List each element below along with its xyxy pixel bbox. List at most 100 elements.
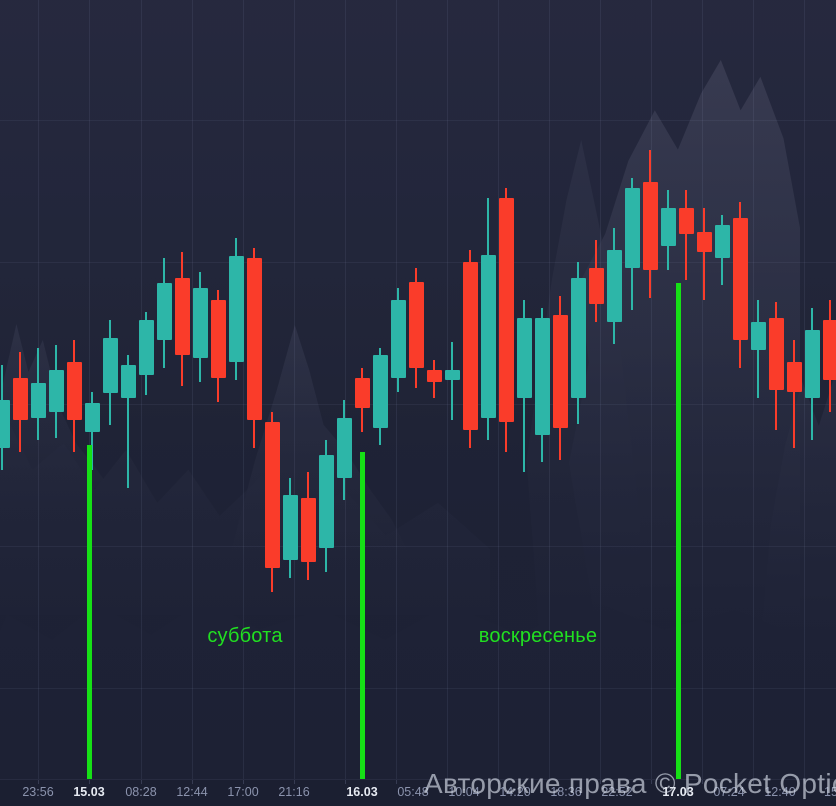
axis-time-label: 05:48 [397,785,429,799]
candlestick[interactable] [750,0,766,806]
vertical-gridline [141,0,142,782]
candle-body [390,300,406,378]
candle-body [192,288,208,358]
horizontal-gridline [0,262,836,263]
candlestick[interactable] [732,0,748,806]
candlestick[interactable] [426,0,442,806]
candle-wick [451,342,453,420]
candle-body [750,322,766,350]
candlestick[interactable] [588,0,604,806]
candlestick[interactable] [804,0,820,806]
candlestick[interactable] [462,0,478,806]
monday-separator [676,283,681,782]
candle-body [84,403,100,432]
candlestick[interactable] [30,0,46,806]
candle-body [444,370,460,380]
candle-body [678,208,694,234]
candle-body [0,400,10,448]
candlestick[interactable] [480,0,496,806]
candlestick[interactable] [516,0,532,806]
candle-body [498,198,514,422]
candle-body [588,268,604,304]
candlestick[interactable] [696,0,712,806]
candlestick[interactable] [624,0,640,806]
candle-body [66,362,82,420]
candlestick[interactable] [534,0,550,806]
candle-body [102,338,118,393]
candle-body [174,278,190,355]
candle-body [534,318,550,435]
candlestick[interactable] [786,0,802,806]
candlestick[interactable] [210,0,226,806]
candlestick[interactable] [156,0,172,806]
candlestick[interactable] [354,0,370,806]
candlestick[interactable] [318,0,334,806]
candlestick[interactable] [390,0,406,806]
candlestick[interactable] [444,0,460,806]
candle-body [642,182,658,270]
candle-wick [685,190,687,280]
sunday-label: воскресенье [478,625,598,647]
candle-body [228,256,244,362]
candle-body [264,422,280,568]
candlestick[interactable] [66,0,82,806]
candlestick[interactable] [570,0,586,806]
candlestick[interactable] [552,0,568,806]
axis-tick-mark [600,780,601,784]
time-axis[interactable]: 23:56 15.03 08:28 12:44 17:00 21:16 16.03 05:48… [0,779,836,806]
horizontal-gridline [0,120,836,121]
candle-body [732,218,748,340]
candlestick[interactable] [120,0,136,806]
vertical-gridline [447,0,448,782]
vertical-gridline [243,0,244,782]
candlestick[interactable] [246,0,262,806]
candle-body [318,455,334,548]
candlestick[interactable] [12,0,28,806]
axis-time-label: 12:44 [176,785,208,799]
candlestick[interactable] [282,0,298,806]
candlestick[interactable] [660,0,676,806]
candlestick[interactable] [84,0,100,806]
candle-wick [127,355,129,488]
candle-body [786,362,802,392]
axis-tick-mark [702,780,703,784]
candlestick[interactable] [498,0,514,806]
axis-time-label: 18:36 [550,785,582,799]
candlestick[interactable] [678,0,694,806]
candlestick[interactable] [192,0,208,806]
horizontal-gridline [0,404,836,405]
candlestick[interactable] [48,0,64,806]
candle-body [462,262,478,430]
candlestick[interactable] [768,0,784,806]
candle-body [714,225,730,258]
candle-body [480,255,496,418]
axis-date-label: 15.03 [73,785,105,799]
candlestick[interactable] [822,0,836,806]
candlestick[interactable] [264,0,280,806]
axis-tick-mark [192,780,193,784]
vertical-gridline [396,0,397,782]
candlestick[interactable] [0,0,10,806]
candlestick[interactable] [714,0,730,806]
candlestick[interactable] [642,0,658,806]
candlestick[interactable] [138,0,154,806]
vertical-gridline [294,0,295,782]
candle-body [210,300,226,378]
candlestick[interactable] [174,0,190,806]
vertical-gridline [345,0,346,782]
candlestick[interactable] [300,0,316,806]
axis-date-label: 16.03 [346,785,378,799]
candlestick[interactable] [228,0,244,806]
candle-body [282,495,298,560]
candlestick[interactable] [372,0,388,806]
candlestick[interactable] [408,0,424,806]
candle-body [30,383,46,418]
candlestick[interactable] [102,0,118,806]
candlestick[interactable] [336,0,352,806]
candlestick[interactable] [606,0,622,806]
candle-body [696,232,712,252]
